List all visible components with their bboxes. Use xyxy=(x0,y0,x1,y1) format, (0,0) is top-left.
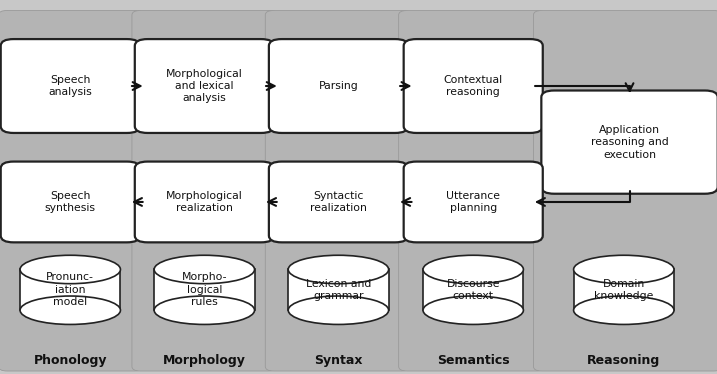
Bar xyxy=(154,269,255,310)
FancyBboxPatch shape xyxy=(399,10,545,371)
Text: Syntax: Syntax xyxy=(314,355,363,367)
Text: Morphological
realization: Morphological realization xyxy=(166,191,243,213)
Bar xyxy=(20,269,120,310)
Text: Reasoning: Reasoning xyxy=(587,355,660,367)
Ellipse shape xyxy=(423,255,523,283)
Bar xyxy=(574,269,674,310)
Text: Semantics: Semantics xyxy=(437,355,510,367)
Text: Morpho-
logical
rules: Morpho- logical rules xyxy=(181,272,227,307)
Ellipse shape xyxy=(574,255,674,283)
Bar xyxy=(423,269,523,310)
FancyBboxPatch shape xyxy=(1,162,140,242)
Text: Morphology: Morphology xyxy=(163,355,246,367)
Text: Syntactic
realization: Syntactic realization xyxy=(310,191,367,213)
Text: Contextual
reasoning: Contextual reasoning xyxy=(444,75,503,97)
Ellipse shape xyxy=(288,296,389,324)
Ellipse shape xyxy=(574,296,674,324)
Ellipse shape xyxy=(154,255,255,283)
FancyBboxPatch shape xyxy=(132,10,277,371)
FancyBboxPatch shape xyxy=(265,10,410,371)
Bar xyxy=(288,269,389,310)
Text: Discourse
context: Discourse context xyxy=(447,279,500,301)
FancyBboxPatch shape xyxy=(269,39,408,133)
Text: Domain
knowledge: Domain knowledge xyxy=(594,279,653,301)
FancyBboxPatch shape xyxy=(135,162,274,242)
Ellipse shape xyxy=(288,255,389,283)
Text: Morphological
and lexical
analysis: Morphological and lexical analysis xyxy=(166,68,243,104)
Text: Phonology: Phonology xyxy=(34,355,107,367)
Ellipse shape xyxy=(20,296,120,324)
Text: Speech
synthesis: Speech synthesis xyxy=(44,191,96,213)
FancyBboxPatch shape xyxy=(0,10,143,371)
Ellipse shape xyxy=(423,296,523,324)
FancyBboxPatch shape xyxy=(541,91,717,194)
Text: Speech
analysis: Speech analysis xyxy=(48,75,92,97)
Text: Parsing: Parsing xyxy=(318,81,358,91)
FancyBboxPatch shape xyxy=(404,162,543,242)
FancyBboxPatch shape xyxy=(269,162,408,242)
Text: Utterance
planning: Utterance planning xyxy=(446,191,500,213)
FancyBboxPatch shape xyxy=(135,39,274,133)
Ellipse shape xyxy=(20,255,120,283)
FancyBboxPatch shape xyxy=(1,39,140,133)
Text: Pronunc-
iation
model: Pronunc- iation model xyxy=(47,272,94,307)
Text: Application
reasoning and
execution: Application reasoning and execution xyxy=(591,125,668,160)
FancyBboxPatch shape xyxy=(404,39,543,133)
Ellipse shape xyxy=(154,296,255,324)
Text: Lexicon and
grammar: Lexicon and grammar xyxy=(305,279,371,301)
FancyBboxPatch shape xyxy=(533,10,717,371)
